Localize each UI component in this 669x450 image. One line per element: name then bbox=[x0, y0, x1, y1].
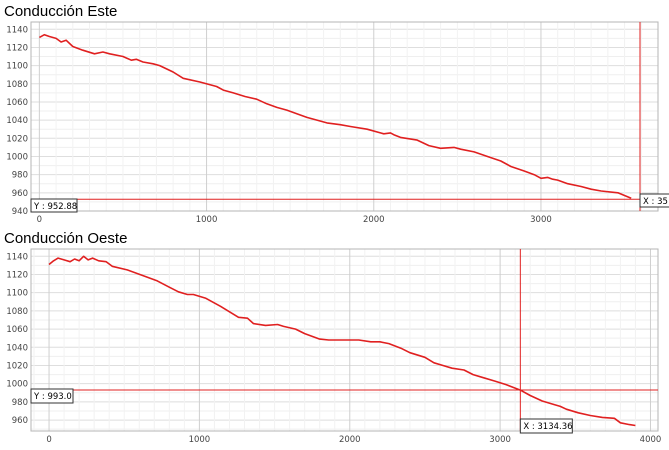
y-tick-label: 1120 bbox=[6, 43, 28, 53]
y-tick-label: 1120 bbox=[6, 270, 28, 280]
y-readout-box bbox=[30, 388, 74, 404]
y-tick-label: 1020 bbox=[6, 134, 28, 144]
y-tick-label: 1060 bbox=[6, 325, 28, 335]
x-tick-label: 4000 bbox=[640, 435, 662, 445]
chart-0: 940 960 980 1000 1020 1040 1060 1080 1100 1120 114… bbox=[6, 21, 669, 225]
chart-1: 960 980 1000 1020 1040 1060 1080 1100 1120 1140 0 1… bbox=[6, 248, 662, 445]
x-tick-label: 1000 bbox=[196, 215, 218, 225]
x-tick-label: 2000 bbox=[363, 215, 385, 225]
x-readout-label: X : 3134.36 bbox=[523, 422, 572, 432]
y-tick-label: 1020 bbox=[6, 361, 28, 371]
y-readout-box bbox=[30, 198, 78, 213]
y-tick-label: 940 bbox=[12, 207, 28, 217]
y-readout-label: Y : 952.88 bbox=[33, 202, 77, 212]
x-readout-box bbox=[519, 418, 573, 434]
y-tick-label: 1140 bbox=[6, 252, 28, 262]
series-line bbox=[48, 255, 636, 427]
y-tick-label: 1080 bbox=[6, 307, 28, 317]
y-tick-label: 1080 bbox=[6, 80, 28, 90]
x-readout-box bbox=[639, 193, 669, 208]
y-tick-label: 1140 bbox=[6, 25, 28, 35]
series-line bbox=[39, 33, 632, 200]
x-tick-label: 3000 bbox=[530, 215, 552, 225]
x-tick-label: 1000 bbox=[189, 435, 211, 445]
x-readout-label: X : 35 bbox=[643, 197, 668, 207]
x-tick-label: 3000 bbox=[489, 435, 511, 445]
y-tick-label: 1100 bbox=[6, 289, 28, 299]
y-tick-label: 1060 bbox=[6, 98, 28, 108]
y-tick-label: 1000 bbox=[6, 380, 28, 390]
y-tick-label: 960 bbox=[12, 416, 28, 426]
y-tick-label: 1100 bbox=[6, 62, 28, 72]
x-tick-label: 0 bbox=[37, 215, 42, 225]
x-tick-label: 0 bbox=[46, 435, 51, 445]
plot-frame bbox=[30, 248, 659, 432]
y-tick-label: 1000 bbox=[6, 152, 28, 162]
y-tick-label: 1040 bbox=[6, 343, 28, 353]
y-readout-label: Y : 993.0 bbox=[33, 392, 72, 402]
x-tick-label: 2000 bbox=[339, 435, 361, 445]
y-tick-label: 980 bbox=[12, 171, 28, 181]
chart-title-este: Conducción Este bbox=[4, 3, 118, 20]
plot-frame bbox=[30, 21, 659, 212]
y-tick-label: 1040 bbox=[6, 116, 28, 126]
y-tick-label: 960 bbox=[12, 189, 28, 199]
y-tick-label: 980 bbox=[12, 398, 28, 408]
chart-title-oeste: Conducción Oeste bbox=[4, 230, 128, 247]
